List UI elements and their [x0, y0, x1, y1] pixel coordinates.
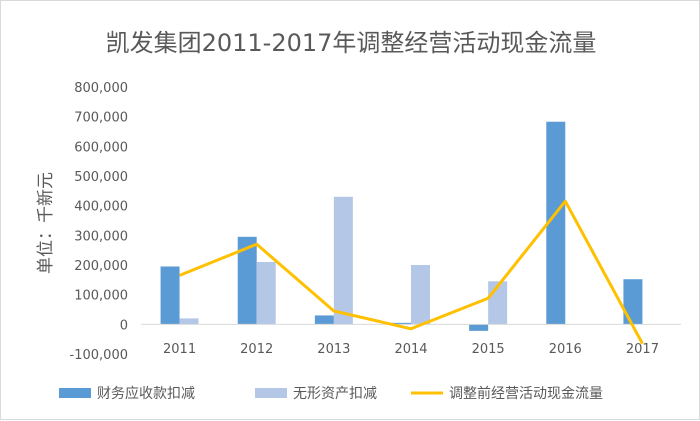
bar: [237, 236, 257, 325]
bar: [469, 324, 489, 331]
y-tick-label: 400,000: [74, 200, 128, 215]
line-series: [179, 199, 644, 345]
x-tick-label: 2017: [626, 342, 659, 357]
y-tick-label: 300,000: [74, 229, 128, 244]
series-line: [179, 199, 644, 345]
y-tick-label: 200,000: [74, 259, 128, 274]
bar: [179, 318, 199, 325]
x-tick-label: 2011: [163, 342, 196, 357]
bar: [546, 121, 566, 325]
bar: [392, 322, 411, 325]
bars: [160, 121, 643, 331]
x-tick-label: 2016: [549, 342, 582, 357]
y-tick-label: 700,000: [74, 111, 128, 126]
bar: [623, 279, 643, 325]
bar: [314, 315, 334, 325]
x-tick-label: 2014: [394, 342, 427, 357]
legend-swatch: [255, 388, 287, 398]
legend-label: 调整前经营活动现金流量: [449, 385, 603, 402]
bar: [411, 265, 430, 325]
legend-label: 无形资产扣减: [293, 386, 377, 402]
y-tick-label: 600,000: [74, 140, 128, 155]
x-axis-ticks: 2011 2012 2013 2014 2015 2016 2017: [163, 342, 659, 357]
legend-swatch: [59, 388, 91, 398]
bar: [256, 262, 276, 325]
y-tick-label: 800,000: [74, 81, 128, 96]
y-tick-label: -100,000: [70, 348, 128, 363]
bar: [160, 266, 180, 325]
legend: 财务应收款扣减 无形资产扣减 调整前经营活动现金流量: [59, 385, 603, 402]
chart-title: 凯发集团2011-2017年调整经营活动现金流量: [106, 29, 597, 57]
x-tick-label: 2015: [472, 342, 505, 357]
y-axis-ticks: 800,000 700,000 600,000 500,000 400,000 300,0…: [70, 81, 128, 363]
legend-label: 财务应收款扣减: [97, 385, 195, 402]
y-axis-label: 单位：千新元: [36, 172, 56, 274]
x-tick-label: 2012: [240, 342, 273, 357]
y-tick-label: 100,000: [74, 289, 128, 304]
x-tick-label: 2013: [317, 342, 350, 357]
y-tick-label: 0: [120, 318, 128, 333]
y-tick-label: 500,000: [74, 170, 128, 185]
bar: [333, 196, 353, 325]
